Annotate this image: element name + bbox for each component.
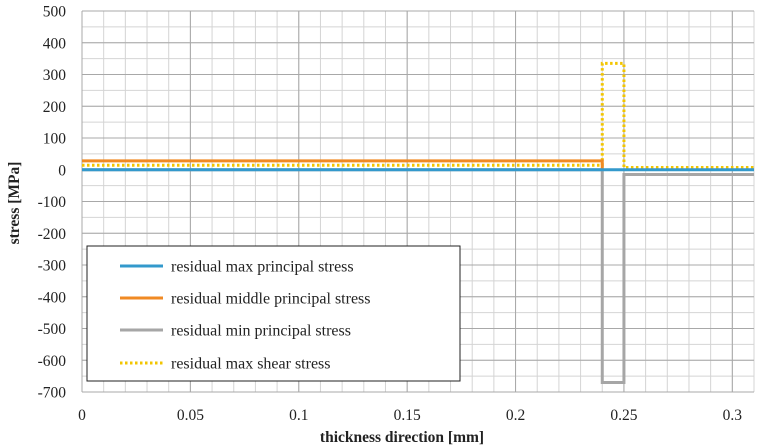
x-tick-label: 0 [78, 407, 86, 424]
legend: residual max principal stress residual mi… [86, 245, 461, 382]
y-tick-labels: 500 400 300 200 100 0 -100 -200 -300 -400 -500 -600… [38, 4, 67, 402]
y-tick-label: -700 [38, 385, 67, 402]
y-tick-label: 200 [43, 99, 67, 116]
y-tick-label: -200 [38, 226, 67, 243]
x-tick-label: 0.15 [394, 407, 421, 424]
y-tick-label: -300 [38, 258, 67, 275]
y-tick-label: 0 [58, 162, 66, 179]
y-tick-label: 300 [43, 67, 67, 84]
legend-label-1: residual max principal stress [171, 259, 354, 276]
legend-label-2: residual middle principal stress [171, 291, 371, 308]
x-tick-label: 0.25 [610, 407, 637, 424]
x-axis-title: thickness direction [mm] [320, 429, 484, 446]
legend-label-4: residual max shear stress [171, 356, 331, 373]
series-line-4 [82, 61, 754, 170]
y-tick-label: 500 [43, 4, 67, 21]
legend-label-3: residual min principal stress [171, 323, 351, 340]
legend-items: residual max principal stress residual mi… [120, 259, 371, 373]
y-tick-label: -100 [38, 194, 67, 211]
x-tick-label: 0.2 [506, 407, 525, 424]
y-tick-label: 100 [43, 131, 67, 148]
x-tick-label: 0.1 [289, 407, 308, 424]
x-tick-label: 0.3 [723, 407, 743, 424]
y-tick-label: 400 [43, 35, 67, 52]
y-axis-title: stress [MPa] [6, 162, 23, 245]
x-tick-labels: 0 0.05 0.1 0.15 0.2 0.25 0.3 [78, 407, 742, 424]
x-tick-label: 0.05 [177, 407, 204, 424]
series-layer [82, 61, 754, 384]
y-tick-label: -400 [38, 289, 67, 306]
legend-box [86, 245, 461, 382]
y-tick-label: -500 [38, 321, 67, 338]
y-tick-label: -600 [38, 353, 67, 370]
series-line-2 [82, 159, 604, 170]
